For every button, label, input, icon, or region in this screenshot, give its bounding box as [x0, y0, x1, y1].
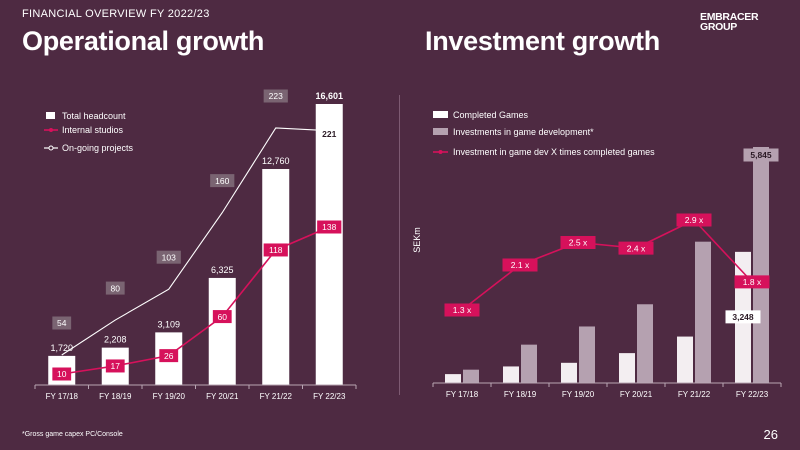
investment-value-label: 5,845 [750, 150, 772, 160]
studios-value-label-box [317, 220, 342, 234]
section-kicker: FINANCIAL OVERVIEW FY 2022/23 [22, 8, 210, 20]
footnote: *Gross game capex PC/Console [22, 431, 123, 438]
ratio-value-label-box [502, 258, 538, 272]
x-tick-label: FY 17/18 [46, 392, 79, 401]
studios-value-label: 138 [322, 222, 336, 232]
legend-label-studios: Internal studios [62, 125, 124, 135]
headcount-value-label: 3,109 [157, 319, 180, 329]
ratio-value-label: 2.5 x [569, 238, 588, 248]
x-tick-label: FY 18/19 [99, 392, 132, 401]
headcount-bar [208, 277, 236, 385]
studios-value-label-box [212, 310, 232, 324]
completed-games-value-label-box [725, 310, 761, 324]
ratio-value-label: 1.8 x [743, 277, 762, 287]
logo-line1: EMBRACER [700, 11, 759, 23]
ratio-value-label: 1.3 x [453, 305, 472, 315]
legend-label-headcount: Total headcount [62, 111, 126, 121]
projects-value-label: 103 [162, 252, 176, 262]
completed-games-bar [503, 366, 519, 383]
investment-bar [637, 304, 653, 383]
projects-value-label-box [210, 174, 235, 188]
operational-growth-chart: Total headcount Internal studios On-going … [34, 89, 357, 401]
legend-label-completed: Completed Games [453, 110, 529, 120]
legend-label-projects: On-going projects [62, 143, 134, 153]
legend-marker-projects [48, 145, 54, 151]
projects-value-label-box [52, 316, 72, 330]
ratio-line [461, 219, 753, 311]
investment-bar [463, 369, 479, 383]
projects-value-label-box [317, 127, 342, 141]
projects-value-label: 223 [269, 91, 283, 101]
projects-value-label: 80 [111, 283, 121, 293]
headcount-value-label: 12,760 [262, 156, 290, 166]
ratio-value-label: 2.1 x [511, 260, 530, 270]
projects-value-label: 160 [215, 176, 229, 186]
legend-swatch-investments [433, 128, 448, 135]
completed-games-bar [445, 374, 461, 383]
completed-games-value-label: 3,248 [732, 312, 754, 322]
x-tick-label: FY 21/22 [678, 390, 711, 399]
studios-value-label: 26 [164, 351, 174, 361]
ratio-value-label-box [560, 236, 596, 249]
studios-value-label: 10 [57, 369, 67, 379]
embracer-logo: EMBRACER GROUP [700, 12, 766, 34]
studios-value-label: 118 [269, 245, 283, 255]
investment-bar [753, 147, 769, 383]
headcount-value-label: 16,601 [315, 91, 343, 101]
x-tick-label: FY 19/20 [562, 390, 595, 399]
studios-value-label-box [159, 349, 179, 363]
completed-games-bar [561, 362, 577, 383]
ratio-value-label-box [444, 303, 480, 317]
projects-value-label-box [105, 281, 125, 295]
projects-line [61, 127, 330, 356]
projects-value-label: 54 [57, 318, 67, 328]
studios-value-label: 60 [218, 312, 228, 322]
investment-growth-chart: Completed Games Investments in game devel… [412, 110, 782, 399]
investment-bar [579, 326, 595, 383]
studios-value-label-box [105, 359, 125, 373]
legend-swatch-completed [433, 111, 448, 118]
projects-value-label-box [156, 250, 181, 264]
headcount-value-label: 6,325 [211, 265, 234, 275]
right-title: Investment growth [425, 26, 660, 56]
x-tick-label: FY 22/23 [736, 390, 769, 399]
x-tick-label: FY 20/21 [206, 392, 239, 401]
ratio-value-label-box [676, 213, 712, 227]
headcount-bar [262, 169, 290, 385]
ratio-value-label-box [734, 275, 770, 289]
page-number: 26 [763, 427, 778, 442]
projects-value-label: 221 [322, 129, 336, 139]
legend-label-ratio: Investment in game dev X times completed… [453, 147, 655, 157]
headcount-value-label: 2,208 [104, 335, 127, 345]
headcount-value-label: 1,720 [50, 343, 73, 353]
x-tick-label: FY 19/20 [153, 392, 186, 401]
panel-divider [399, 95, 400, 395]
investment-value-label-box [743, 148, 779, 162]
legend-marker-ratio [438, 150, 443, 154]
headcount-bar [315, 104, 343, 385]
ratio-value-label: 2.4 x [627, 243, 646, 253]
investment-bar [521, 344, 537, 383]
logo-line2: GROUP [700, 21, 738, 33]
projects-value-label-box [263, 89, 288, 103]
ratio-value-label: 2.9 x [685, 215, 704, 225]
x-tick-label: FY 22/23 [313, 392, 346, 401]
left-title: Operational growth [22, 26, 265, 56]
completed-games-bar [619, 353, 635, 383]
x-tick-label: FY 20/21 [620, 390, 653, 399]
legend-swatch-headcount [46, 112, 55, 119]
legend-marker-studios [49, 128, 53, 132]
x-tick-label: FY 21/22 [260, 392, 293, 401]
ratio-value-label-box [618, 241, 654, 255]
studios-value-label-box [263, 243, 288, 257]
studios-value-label-box [52, 367, 72, 381]
y-axis-label: SEKm [412, 227, 422, 253]
studios-value-label: 17 [111, 361, 121, 371]
x-tick-label: FY 17/18 [446, 390, 479, 399]
x-tick-label: FY 18/19 [504, 390, 537, 399]
legend-label-investments: Investments in game development* [453, 127, 594, 137]
investment-bar [695, 241, 711, 383]
completed-games-bar [677, 336, 693, 383]
